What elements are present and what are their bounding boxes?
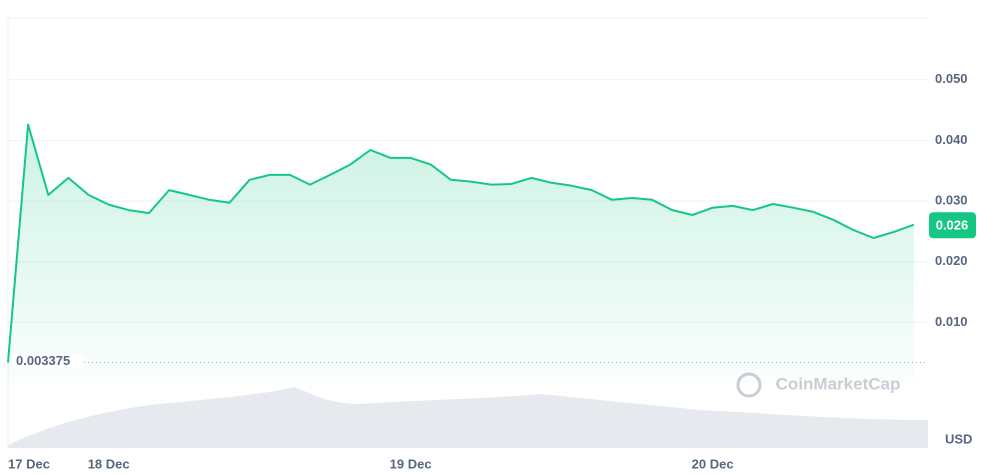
price-line xyxy=(7,123,915,363)
baseline-label-bg xyxy=(12,353,84,368)
y-tick-label: 0.040 xyxy=(935,132,968,147)
y-tick-label: 0.010 xyxy=(935,314,968,329)
price-area xyxy=(8,124,914,383)
x-tick-label: 18 Dec xyxy=(88,456,130,471)
x-tick-label: 19 Dec xyxy=(390,456,432,471)
y-tick-label: 0.030 xyxy=(935,192,968,207)
x-tick-label: 20 Dec xyxy=(692,456,734,471)
currency-label: USD xyxy=(945,431,972,446)
price-badge xyxy=(929,212,976,239)
x-tick-label: 17 Dec xyxy=(8,456,50,471)
price-badge-label: 0.026 xyxy=(936,218,969,233)
volume-area xyxy=(8,387,928,448)
baseline-label: 0.003375 xyxy=(16,353,70,368)
y-tick-label: 0.050 xyxy=(935,71,968,86)
y-tick-label: 0.020 xyxy=(935,253,968,268)
